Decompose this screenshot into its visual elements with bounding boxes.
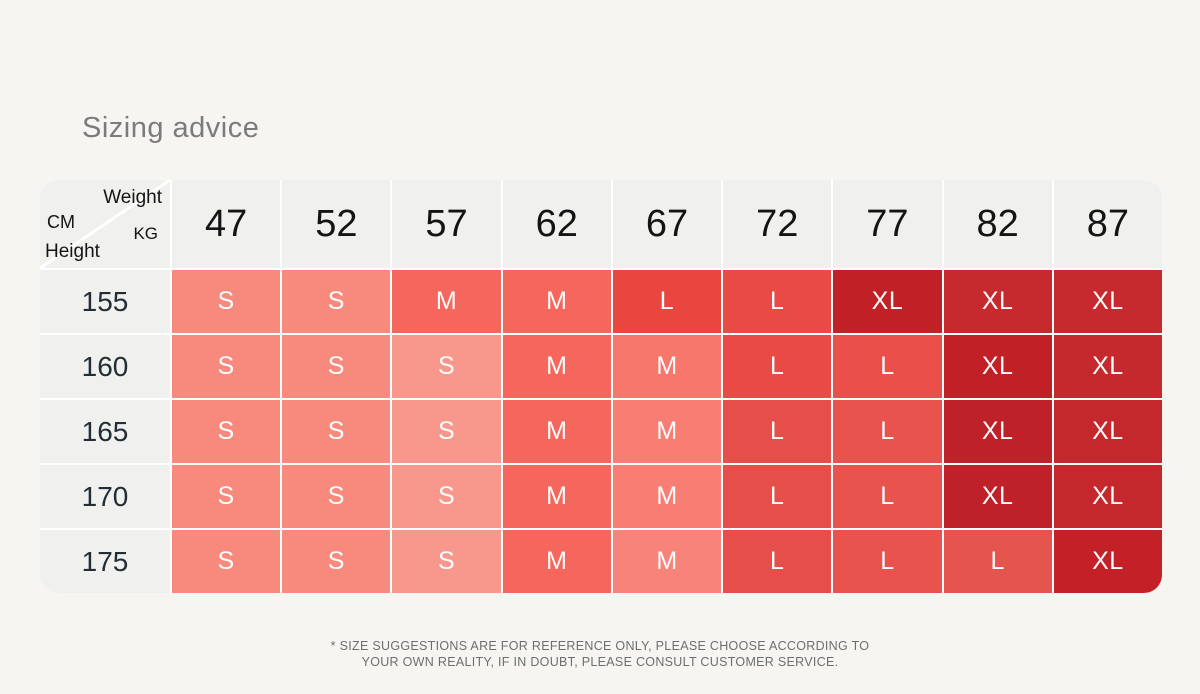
height-header-cell: 170 <box>40 465 170 528</box>
weight-header-cell: 47 <box>172 180 281 268</box>
size-cell: XL <box>1053 335 1162 398</box>
size-cell: M <box>502 335 611 398</box>
weight-header-cell: 77 <box>833 180 942 268</box>
size-cell: XL <box>943 270 1052 333</box>
height-header-cell: 165 <box>40 400 170 463</box>
footnote: * SIZE SUGGESTIONS ARE FOR REFERENCE ONL… <box>0 638 1200 670</box>
kg-unit-label: KG <box>133 224 158 243</box>
size-cell: S <box>392 400 501 463</box>
size-cell: M <box>612 465 722 528</box>
size-cell: M <box>392 270 501 333</box>
size-cell: XL <box>943 465 1052 528</box>
size-cell: L <box>612 270 722 333</box>
weight-axis-label: Weight <box>103 187 162 208</box>
size-cell: L <box>723 465 832 528</box>
size-cell: M <box>612 335 722 398</box>
height-axis-label: Height <box>45 241 100 262</box>
weight-header-cell: 72 <box>723 180 832 268</box>
size-cell: M <box>612 530 722 593</box>
size-cell: L <box>723 335 832 398</box>
footnote-line-1: * SIZE SUGGESTIONS ARE FOR REFERENCE ONL… <box>330 639 870 653</box>
size-cell: L <box>833 465 942 528</box>
size-cell: XL <box>943 400 1052 463</box>
footnote-line-2: YOUR OWN REALITY, IF IN DOUBT, PLEASE CO… <box>361 655 839 669</box>
weight-header-cell: 67 <box>612 180 722 268</box>
size-cell: S <box>172 465 281 528</box>
size-cell: L <box>723 400 832 463</box>
weight-header-cell: 52 <box>282 180 391 268</box>
size-cell: XL <box>833 270 942 333</box>
size-cell: M <box>612 400 722 463</box>
size-cell: XL <box>1053 530 1162 593</box>
height-header-cell: 175 <box>40 530 170 593</box>
size-cell: M <box>502 270 611 333</box>
page-title: Sizing advice <box>82 112 260 144</box>
size-cell: S <box>282 465 391 528</box>
size-cell: S <box>392 335 501 398</box>
weight-header-cell: 57 <box>392 180 501 268</box>
size-cell: L <box>833 335 942 398</box>
size-cell: L <box>833 400 942 463</box>
size-cell: S <box>282 270 391 333</box>
size-cell: XL <box>1053 270 1162 333</box>
size-cell: S <box>282 400 391 463</box>
size-cell: XL <box>1053 465 1162 528</box>
size-cell: S <box>172 270 281 333</box>
size-table: Weight CM KG Height 47 52 57 62 67 72 77 82 87 15… <box>40 180 1162 593</box>
height-header-cell: 155 <box>40 270 170 333</box>
size-cell: S <box>172 530 281 593</box>
size-cell: L <box>723 530 832 593</box>
size-cell: L <box>943 530 1052 593</box>
weight-header-cell: 62 <box>502 180 611 268</box>
size-cell: S <box>172 335 281 398</box>
weight-header-cell: 82 <box>943 180 1052 268</box>
size-cell: S <box>392 465 501 528</box>
height-header-cell: 160 <box>40 335 170 398</box>
size-cell: L <box>723 270 832 333</box>
size-cell: S <box>282 530 391 593</box>
size-cell: XL <box>943 335 1052 398</box>
size-cell: M <box>502 465 611 528</box>
size-cell: S <box>392 530 501 593</box>
size-cell: M <box>502 530 611 593</box>
size-cell: XL <box>1053 400 1162 463</box>
size-cell: L <box>833 530 942 593</box>
size-cell: M <box>502 400 611 463</box>
cm-unit-label: CM <box>47 212 75 232</box>
size-cell: S <box>172 400 281 463</box>
corner-header-cell: Weight CM KG Height <box>40 180 170 268</box>
size-cell: S <box>282 335 391 398</box>
weight-header-cell: 87 <box>1053 180 1162 268</box>
